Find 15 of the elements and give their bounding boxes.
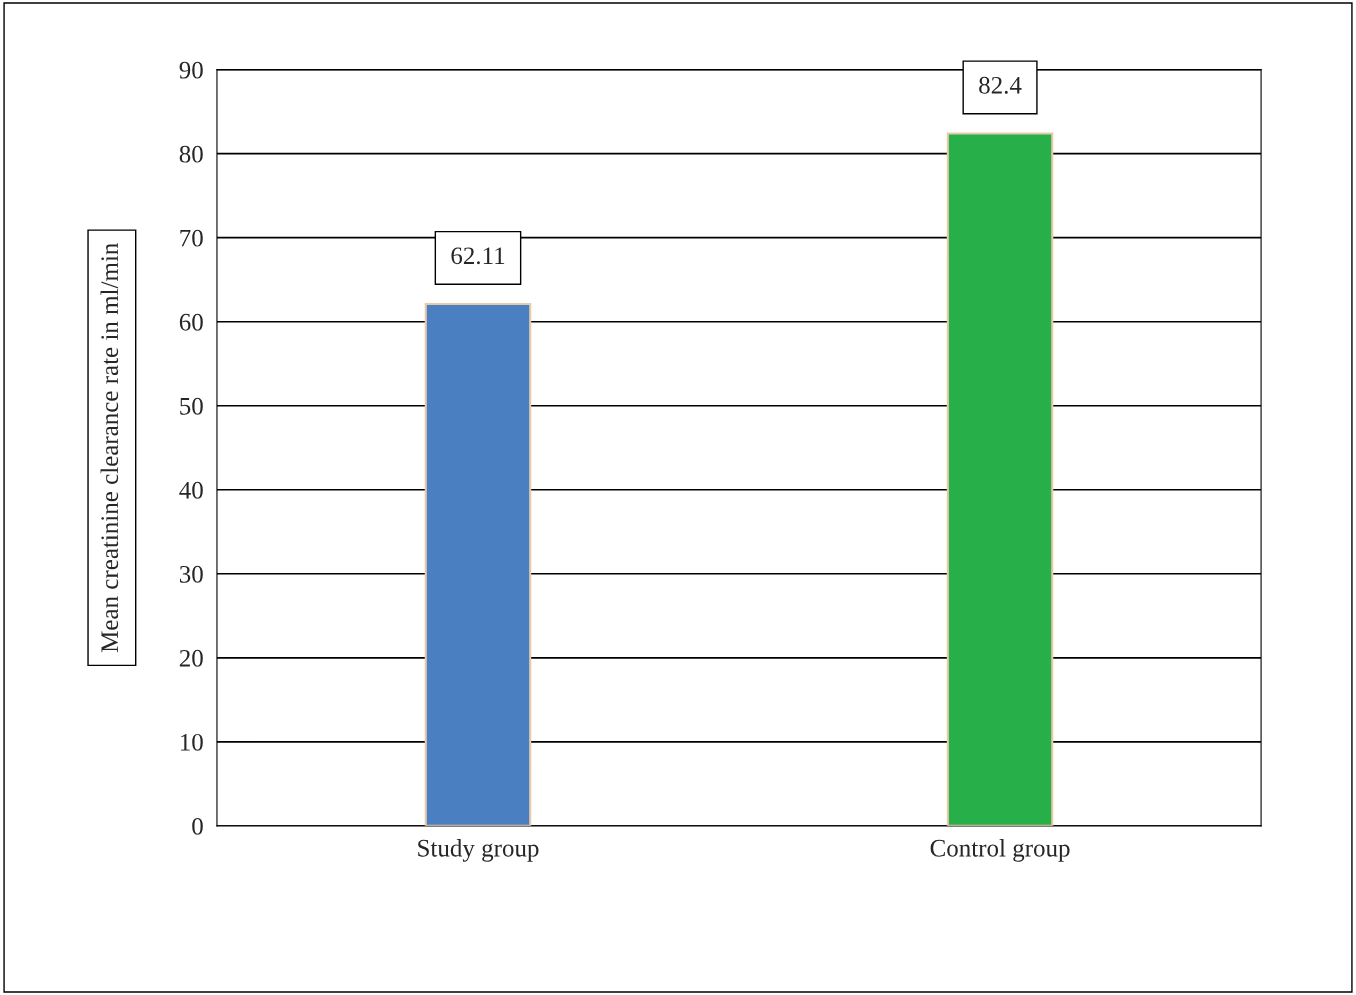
y-tick-label: 50	[180, 397, 203, 415]
x-tick-label: Study group	[418, 839, 539, 862]
y-tick-label: 80	[179, 145, 203, 163]
y-tick-label: 90	[179, 61, 203, 79]
y-tick-label: 70	[180, 229, 203, 247]
y-tick-label: 10	[180, 733, 203, 751]
y-tick-label: 30	[179, 565, 203, 583]
data-label: 82.4	[979, 76, 1022, 94]
y-tick-label: 0	[192, 817, 203, 835]
y-tick-label: 60	[179, 313, 203, 331]
y-tick-label: 40	[179, 481, 203, 499]
y-axis-title: Mean creatinine clearance rate in ml/min	[100, 243, 119, 653]
data-label: 62.11	[451, 247, 505, 265]
x-tick-label: Control group	[930, 839, 1070, 862]
y-tick-label: 20	[179, 649, 203, 667]
